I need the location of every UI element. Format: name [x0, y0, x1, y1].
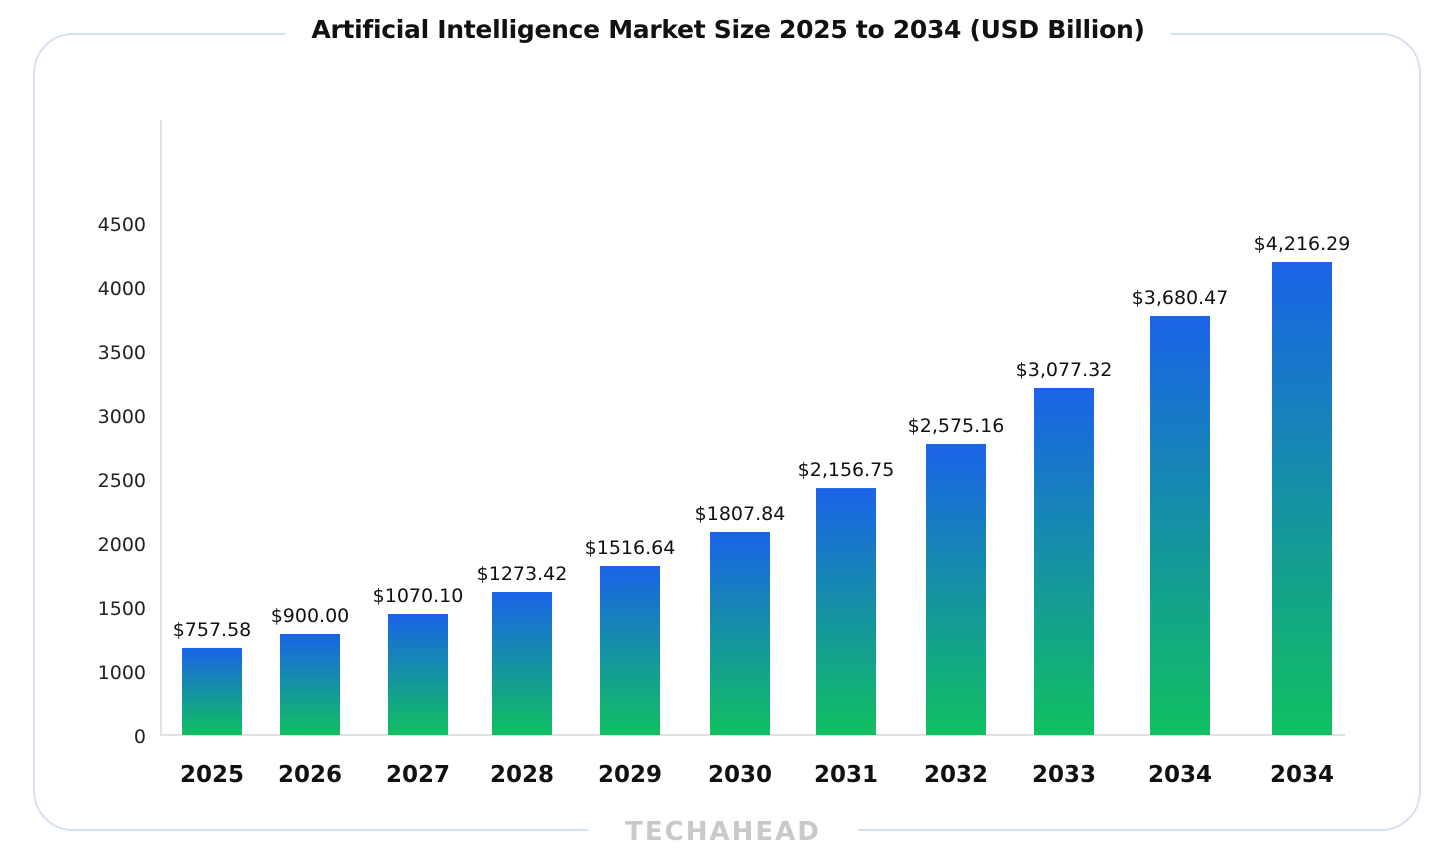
data-label: $4,216.29 — [1254, 233, 1351, 255]
x-tick-label: 2034 — [1148, 762, 1212, 788]
y-tick-label: 2500 — [98, 470, 146, 492]
x-tick-label: 2029 — [598, 762, 662, 788]
x-tick-label: 2030 — [708, 762, 772, 788]
bar — [492, 592, 552, 735]
y-tick-label: 2000 — [98, 534, 146, 556]
x-tick-label: 2026 — [278, 762, 342, 788]
x-tick-label: 2034 — [1270, 762, 1334, 788]
data-label: $3,680.47 — [1132, 287, 1229, 309]
data-label: $1807.84 — [695, 503, 786, 525]
bar — [710, 531, 770, 735]
bar — [816, 488, 876, 735]
data-label: $1273.42 — [477, 563, 568, 585]
x-tick-label: 2031 — [814, 762, 878, 788]
data-label: $900.00 — [271, 605, 350, 627]
bar — [1272, 262, 1332, 735]
bar — [182, 647, 242, 735]
x-tick-label: 2032 — [924, 762, 988, 788]
bar — [600, 566, 660, 735]
data-label: $2,156.75 — [798, 459, 895, 481]
data-label: $3,077.32 — [1016, 359, 1113, 381]
chart-title: Artificial Intelligence Market Size 2025… — [285, 12, 1171, 48]
y-tick-label: 4500 — [98, 214, 146, 236]
data-label: $1516.64 — [585, 537, 676, 559]
x-tick-label: 2033 — [1032, 762, 1096, 788]
y-tick-label: 4000 — [98, 278, 146, 300]
y-tick-label: 1500 — [98, 598, 146, 620]
data-label: $1070.10 — [373, 585, 464, 607]
bar — [1150, 316, 1210, 735]
watermark-logo: TECHAHEAD — [588, 812, 858, 852]
x-tick-label: 2027 — [386, 762, 450, 788]
bar — [926, 444, 986, 735]
x-tick-label: 2025 — [180, 762, 244, 788]
data-label: $2,575.16 — [908, 415, 1005, 437]
x-tick-label: 2028 — [490, 762, 554, 788]
y-tick-label: 3000 — [98, 406, 146, 428]
data-label: $757.58 — [173, 619, 252, 641]
y-tick-label: 1000 — [98, 662, 146, 684]
y-tick-label: 3500 — [98, 342, 146, 364]
y-tick-label: 0 — [134, 726, 146, 748]
bar — [280, 633, 340, 735]
bar — [1034, 387, 1094, 735]
bar — [388, 614, 448, 735]
